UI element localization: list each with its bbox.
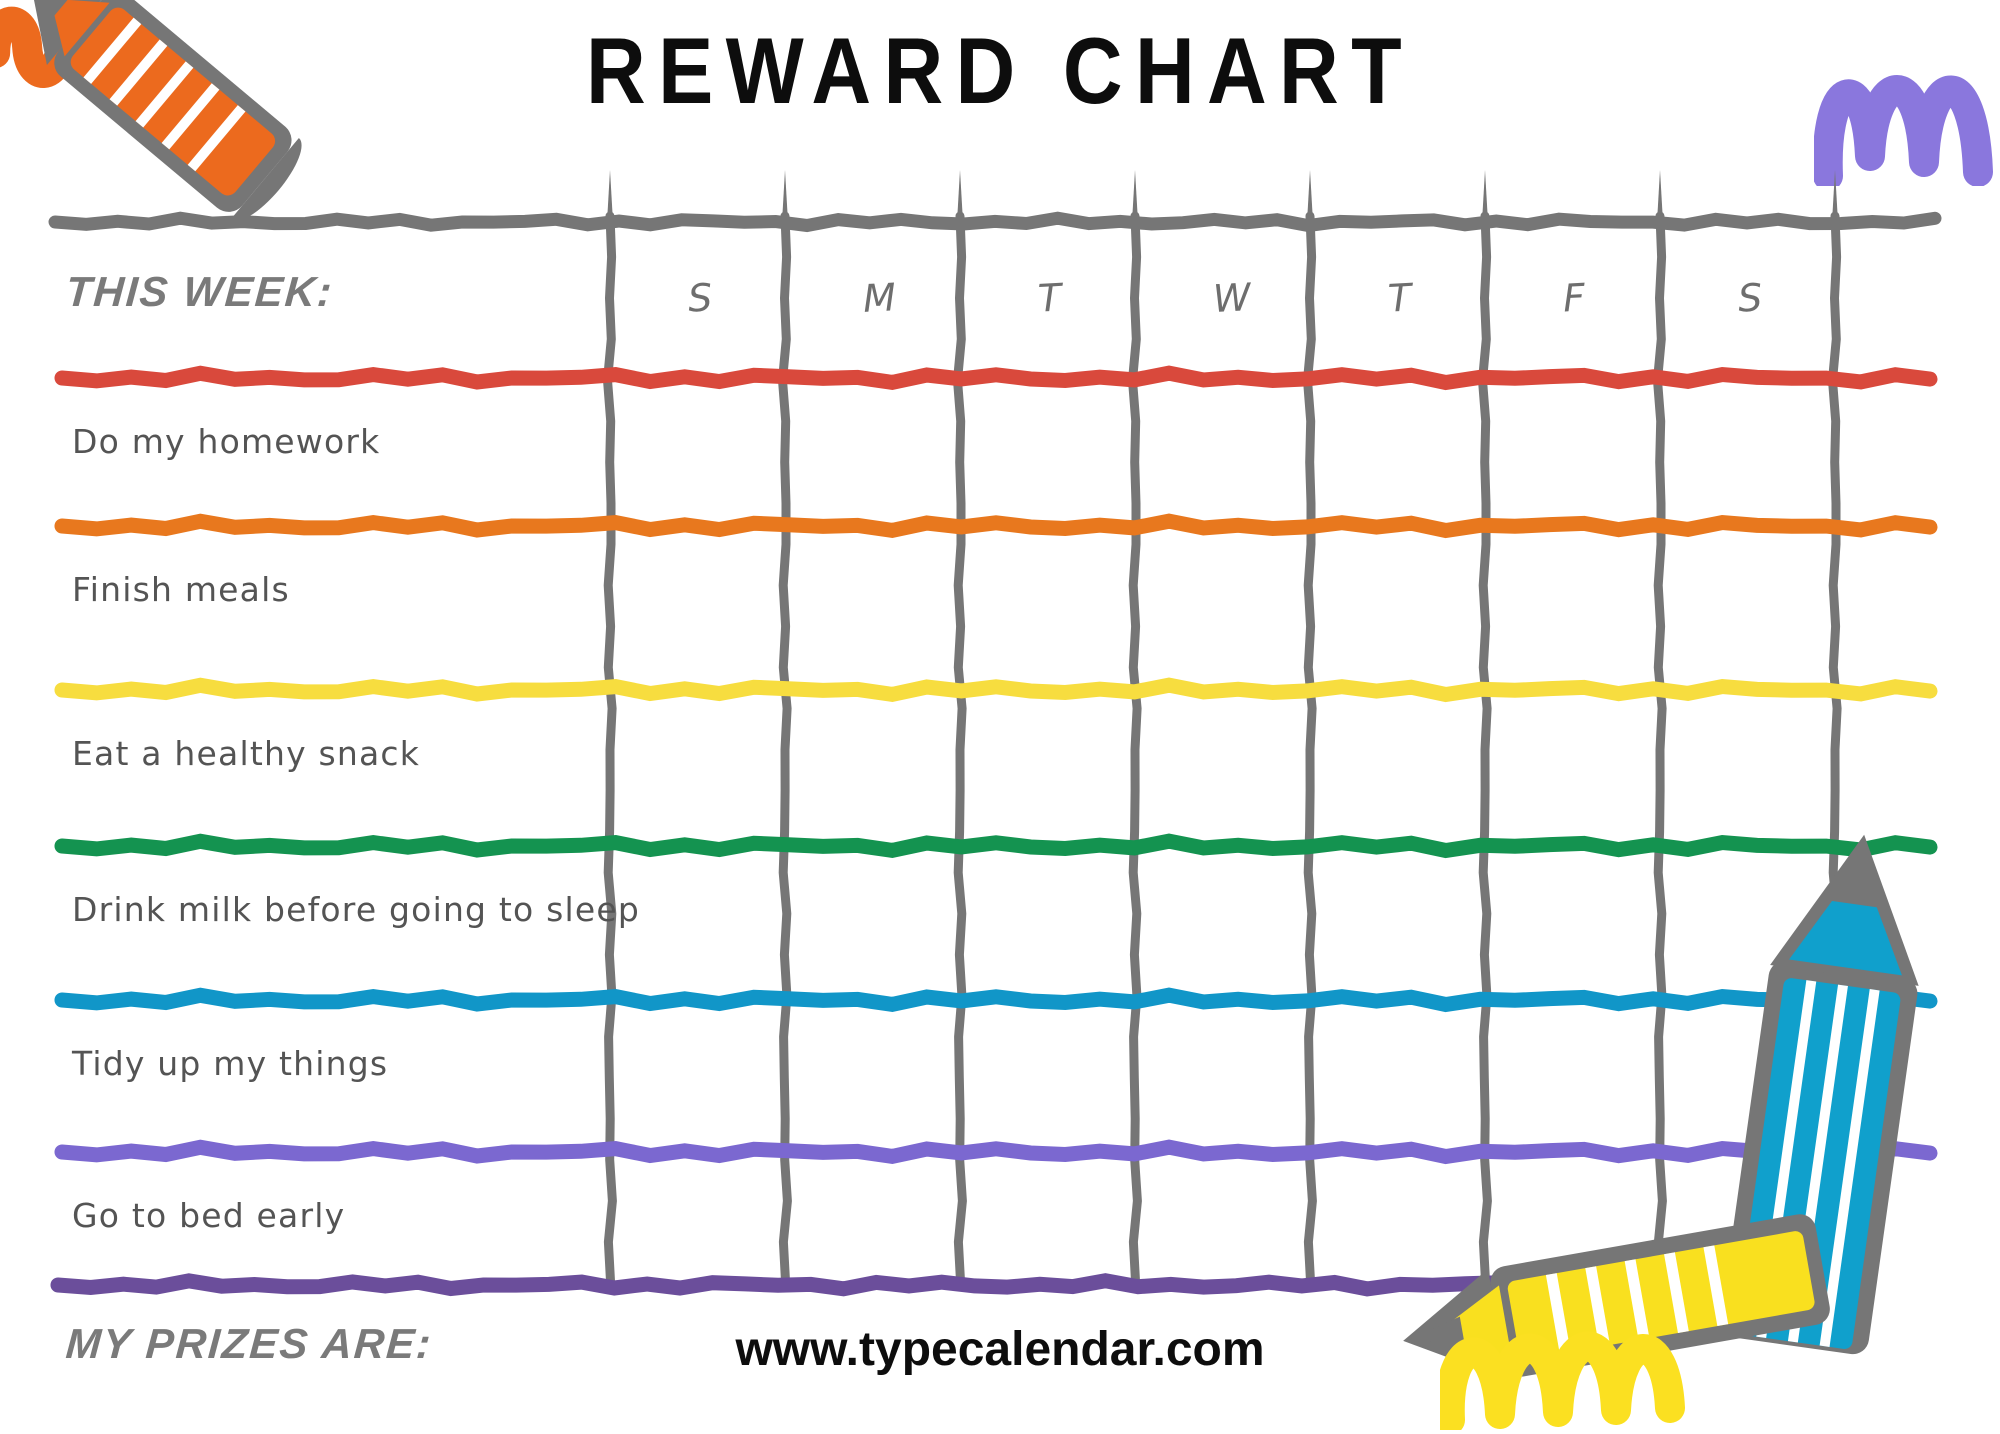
task-label-6: Go to bed early <box>72 1196 346 1235</box>
task-rule-3 <box>54 677 1938 703</box>
day-header-thursday: T <box>1386 275 1412 321</box>
this-week-label: THIS WEEK: <box>64 268 336 315</box>
task-rule-1 <box>54 365 1938 391</box>
task-rule-2 <box>54 513 1938 539</box>
day-header-saturday: S <box>1736 275 1763 321</box>
task-label-5: Tidy up my things <box>72 1044 389 1083</box>
day-header-friday: F <box>1561 275 1586 321</box>
grid-column-line <box>1652 170 1667 1288</box>
task-label-1: Do my homework <box>72 422 381 461</box>
scribble-purple-icon <box>1812 36 2000 191</box>
day-header-wednesday: W <box>1211 275 1252 321</box>
pencil-orange-icon <box>0 0 380 236</box>
task-rule-5 <box>54 987 1938 1013</box>
task-label-3: Eat a healthy snack <box>72 734 421 773</box>
day-header-sunday: S <box>686 275 713 321</box>
grid-column-line <box>952 170 967 1288</box>
task-label-4: Drink milk before going to sleep <box>72 890 641 929</box>
day-header-tuesday: T <box>1036 275 1062 321</box>
task-rule-4 <box>54 833 1938 859</box>
scribble-yellow-icon <box>1434 1290 1700 1434</box>
day-header-monday: M <box>861 275 897 321</box>
grid-column-line <box>1127 170 1142 1288</box>
grid-column-line <box>602 170 617 1288</box>
grid-column-line <box>777 170 792 1288</box>
footer-url: www.typecalendar.com <box>735 1323 1265 1376</box>
task-rule-6 <box>54 1139 1938 1165</box>
task-label-2: Finish meals <box>72 570 290 609</box>
grid-column-line <box>1477 170 1492 1288</box>
page-title: REWARD CHART <box>586 18 1414 123</box>
grid-column-line <box>1302 170 1317 1288</box>
